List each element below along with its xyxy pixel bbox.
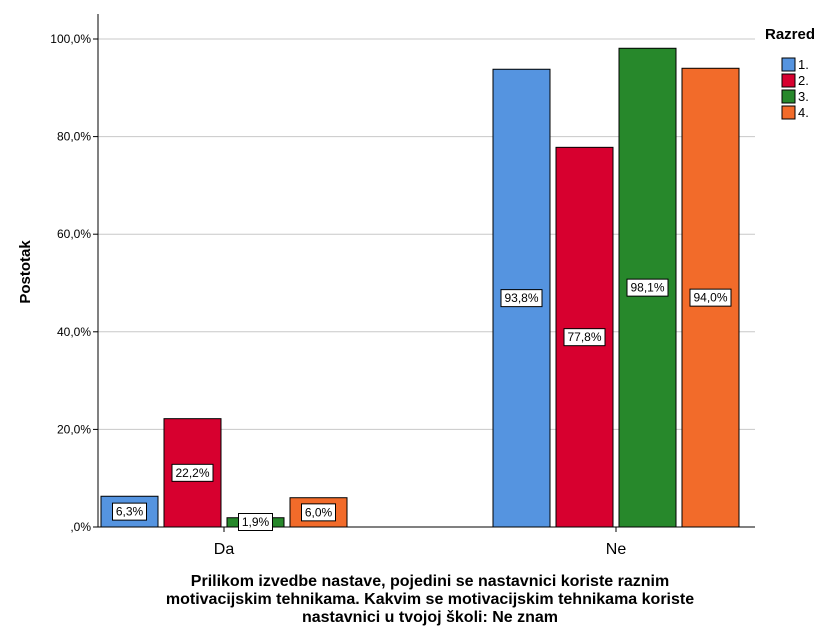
data-label-box bbox=[689, 288, 732, 307]
legend-swatch bbox=[781, 73, 796, 88]
data-label-text: 6,3% bbox=[116, 505, 144, 519]
data-label-box bbox=[238, 513, 273, 531]
data-label-ne-series-3: 98,1% bbox=[626, 278, 669, 297]
data-label-ne-series-1: 93,8% bbox=[500, 289, 543, 308]
y-tick-label: ,0% bbox=[70, 520, 91, 534]
data-label-da-series-1: 6,3% bbox=[112, 502, 147, 521]
x-axis-title: Prilikom izvedbe nastave, pojedini se na… bbox=[60, 573, 800, 627]
legend-label: 3. bbox=[798, 89, 809, 104]
data-label-da-series-4: 6,0% bbox=[301, 503, 336, 522]
category-labels: Da Ne bbox=[214, 527, 627, 558]
data-label-da-series-2: 22,2% bbox=[171, 463, 214, 482]
y-tick-label: 60,0% bbox=[57, 227, 91, 241]
y-axis-title: Postotak bbox=[17, 240, 34, 304]
legend-swatch bbox=[781, 89, 796, 104]
data-label-text: 94,0% bbox=[693, 291, 727, 305]
data-label-box bbox=[301, 503, 336, 522]
legend: Razred 1.2.3.4. bbox=[765, 26, 815, 120]
legend-label: 2. bbox=[798, 73, 809, 88]
data-label-text: 98,1% bbox=[630, 281, 664, 295]
data-label-box bbox=[500, 289, 543, 308]
x-axis-title-line-3: nastavnici u tvojoj školi: Ne znam bbox=[301, 609, 559, 626]
y-tick-label: 40,0% bbox=[57, 325, 91, 339]
legend-swatch bbox=[781, 57, 796, 72]
y-tick-label: 80,0% bbox=[57, 130, 91, 144]
y-tick-label: 20,0% bbox=[57, 422, 91, 436]
data-label-text: 22,2% bbox=[175, 466, 209, 480]
data-label-box bbox=[171, 463, 214, 482]
data-label-ne-series-2: 77,8% bbox=[563, 328, 606, 347]
data-label-text: 77,8% bbox=[567, 330, 601, 344]
x-tick-label: Ne bbox=[606, 541, 627, 558]
x-tick-label: Da bbox=[214, 541, 235, 558]
legend-swatch bbox=[781, 105, 796, 120]
data-label-text: 1,9% bbox=[242, 515, 270, 529]
data-label-text: 93,8% bbox=[504, 291, 538, 305]
x-axis-title-line-1: Prilikom izvedbe nastave, pojedini se na… bbox=[190, 573, 670, 590]
x-axis-title-line-2: motivacijskim tehnikama. Kakvim se motiv… bbox=[165, 591, 695, 608]
data-label-box bbox=[563, 328, 606, 347]
data-label-box bbox=[112, 502, 147, 521]
data-label-box bbox=[626, 278, 669, 297]
legend-label: 4. bbox=[798, 105, 809, 120]
data-label-da-series-3: 1,9% bbox=[238, 513, 273, 531]
y-tick-label: 100,0% bbox=[50, 32, 91, 46]
data-labels: 6,3% 22,2% 1,9% 6,0% 93,8% 77,8% 98,1% 94,0% bbox=[112, 278, 732, 531]
legend-label: 1. bbox=[798, 57, 809, 72]
data-label-ne-series-4: 94,0% bbox=[689, 288, 732, 307]
y-tick-labels: ,0% 20,0% 40,0% 60,0% 80,0% 100,0% bbox=[50, 32, 98, 534]
legend-title: Razred bbox=[765, 26, 815, 43]
data-label-text: 6,0% bbox=[305, 505, 333, 519]
